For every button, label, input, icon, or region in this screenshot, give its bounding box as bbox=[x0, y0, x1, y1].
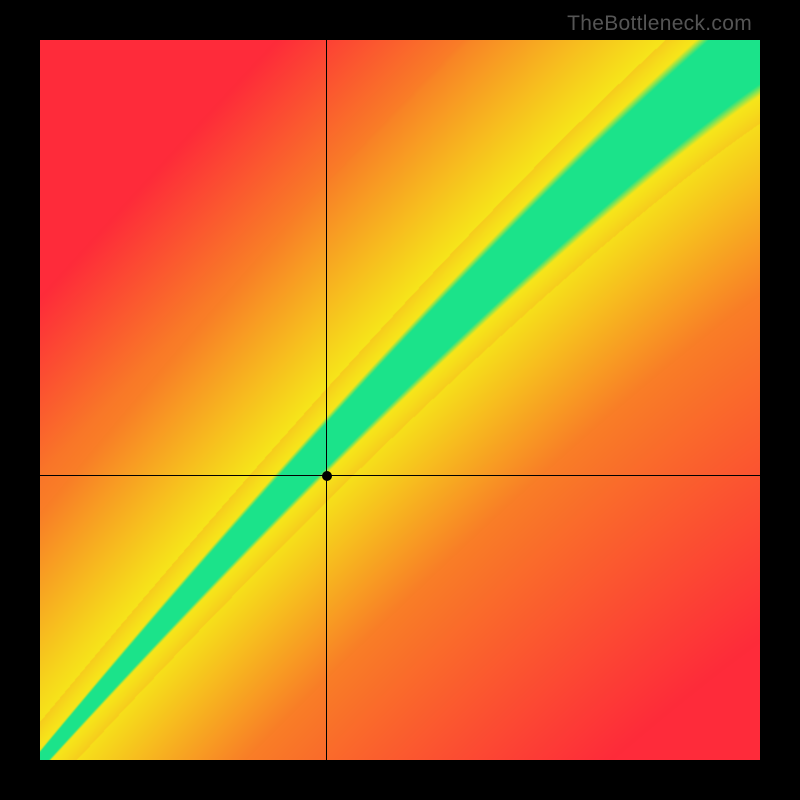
heatmap-canvas bbox=[40, 40, 760, 760]
crosshair-dot bbox=[322, 471, 332, 481]
heatmap-chart bbox=[40, 40, 760, 760]
watermark-text: TheBottleneck.com bbox=[567, 12, 752, 36]
chart-container: TheBottleneck.com bbox=[0, 0, 800, 800]
